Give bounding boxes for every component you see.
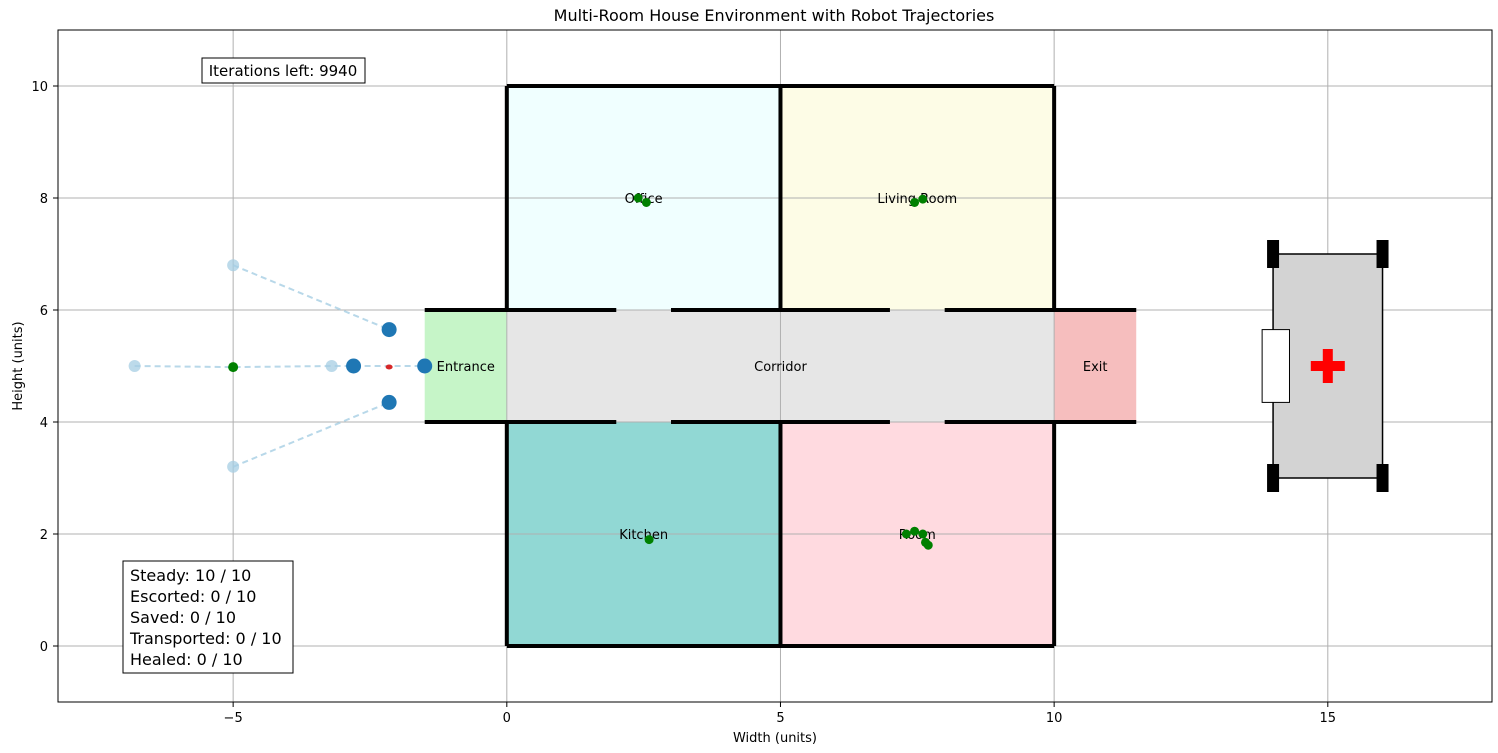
person-marker (910, 197, 920, 207)
y-tick-label: 6 (40, 304, 48, 319)
y-tick-label: 8 (40, 192, 48, 207)
status-line-saved: Saved: 0 / 10 (130, 608, 236, 627)
status-line-steady: Steady: 10 / 10 (130, 566, 251, 585)
status-box: Steady: 10 / 10 Escorted: 0 / 10 Saved: … (122, 560, 294, 674)
trajectories-layer (128, 259, 433, 473)
person-marker (918, 194, 928, 204)
ambulance-wheel (1267, 464, 1280, 492)
iterations-box-frame (201, 57, 366, 84)
ambulance-wheel (1376, 464, 1389, 492)
status-line-healed: Healed: 0 / 10 (130, 650, 243, 669)
trajectory-start-point (128, 360, 141, 372)
trajectory-end-point (381, 394, 397, 410)
y-tick-label: 10 (31, 80, 48, 95)
y-tick-label: 0 (40, 640, 48, 655)
trajectory-start-point (227, 259, 240, 272)
trajectory-line (134, 365, 425, 369)
trajectory-line (232, 401, 390, 468)
people-layer (633, 193, 933, 550)
y-axis-label: Height (units) (11, 321, 26, 410)
trajectory-end-point (381, 322, 397, 338)
robot-marker (346, 358, 362, 374)
x-tick-label: 10 (1046, 711, 1063, 726)
plot-frame (57, 29, 1493, 703)
x-tick-label: −5 (224, 711, 243, 726)
x-tick-label: 15 (1320, 711, 1337, 726)
person-marker (901, 529, 911, 539)
x-tick-label: 0 (503, 711, 511, 726)
ambulance-door (1261, 329, 1290, 403)
leader-marker (228, 362, 239, 373)
trajectory-start-point (227, 460, 240, 473)
x-axis-label: Width (units) (733, 731, 817, 746)
person-marker (644, 535, 654, 545)
room-label-exit: Exit (1083, 360, 1108, 375)
ambulance-wheel (1376, 240, 1389, 268)
person-marker (633, 193, 643, 203)
person-marker (918, 529, 928, 539)
room-label-entrance: Entrance (437, 360, 495, 375)
x-tick-label: 5 (776, 711, 784, 726)
y-tick-label: 2 (40, 528, 48, 543)
ambulance-wheel (1267, 240, 1280, 268)
status-line-transported: Transported: 0 / 10 (129, 629, 282, 648)
ambulance (1261, 240, 1389, 492)
room-entrance (424, 310, 507, 422)
person-marker (910, 526, 920, 536)
trajectory-mid-point (325, 360, 338, 372)
status-line-escorted: Escorted: 0 / 10 (130, 587, 256, 606)
ambulance-cross-vertical (1322, 349, 1333, 383)
person-marker (923, 540, 933, 550)
chart-title: Multi-Room House Environment with Robot … (554, 6, 995, 25)
status-box-frame (122, 560, 294, 674)
room-exit (1054, 310, 1137, 422)
red-marker (385, 364, 393, 370)
walls-layer (424, 84, 1137, 648)
iterations-text: Iterations left: 9940 (209, 62, 358, 80)
trajectory-line (232, 264, 390, 331)
room-label-corridor: Corridor (754, 360, 807, 375)
room-label-kitchen: Kitchen (619, 528, 668, 543)
person-marker (641, 197, 651, 207)
y-tick-label: 4 (40, 416, 48, 431)
iterations-box: Iterations left: 9940 (201, 57, 366, 84)
axis-ticks-layer: −5 0 5 10 15 0 2 4 6 8 10 (31, 80, 1336, 726)
trajectory-end-point (417, 358, 433, 374)
